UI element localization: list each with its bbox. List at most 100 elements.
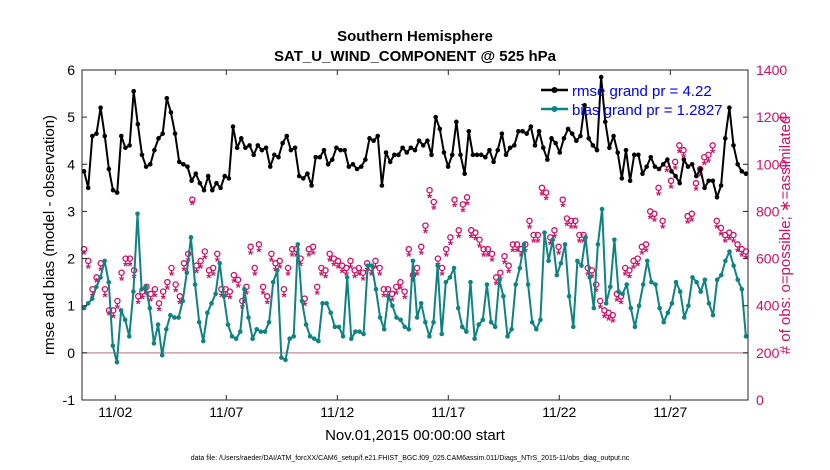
rmse-point (131, 88, 137, 94)
obs-possible-marker (497, 269, 504, 276)
obs-assimilated-marker: * (352, 270, 358, 285)
bias-point (94, 284, 99, 290)
bias-point (521, 242, 527, 247)
obs-assimilated-marker: * (627, 270, 633, 285)
bias-point (398, 317, 403, 323)
obs-assimilated-marker: * (335, 261, 341, 276)
obs-possible-marker (147, 290, 154, 298)
obs-assimilated-marker: * (331, 259, 337, 274)
obs-assimilated-marker: * (377, 268, 383, 283)
obs-possible-marker (705, 151, 712, 159)
bias-point (710, 312, 716, 318)
obs-assimilated-marker: * (477, 240, 483, 255)
bias-point (743, 334, 749, 339)
rmse-point (164, 95, 170, 101)
bias-point (242, 286, 247, 292)
bias-point (122, 317, 128, 323)
obs-possible-marker (334, 257, 342, 265)
bias-point (513, 282, 519, 287)
obs-possible-marker (463, 194, 471, 201)
obs-possible-marker (501, 252, 508, 260)
obs-assimilated-marker: * (206, 270, 212, 285)
obs-possible-marker (671, 158, 679, 166)
bias-point (225, 322, 231, 327)
bias-point (110, 343, 116, 349)
obs-assimilated-marker: * (710, 146, 716, 161)
x-tick-label: 11/12 (320, 404, 354, 420)
x-axis-ticks: 11/02 11/07 11/12 11/17 11/22 11/27 (98, 70, 688, 420)
rmse-point (85, 185, 91, 191)
obs-assimilated-marker: * (227, 292, 233, 307)
rmse-point (685, 164, 691, 169)
rmse-point (536, 128, 542, 134)
bias-point (496, 277, 502, 283)
bias-point (727, 249, 732, 254)
rmse-point (259, 147, 265, 153)
rmse-point (420, 143, 426, 148)
rmse-point (404, 150, 410, 155)
obs-assimilated-marker: * (693, 183, 699, 198)
bias-point (562, 242, 568, 247)
bias-point (694, 279, 699, 285)
rmse-point (425, 138, 430, 144)
obs-assimilated-marker: * (398, 282, 404, 297)
rmse-point (710, 178, 716, 184)
obs-possible-marker (642, 241, 650, 248)
bias-point (291, 334, 297, 339)
obs-assimilated-marker: * (177, 296, 183, 311)
obs-possible-marker (680, 146, 687, 154)
bias-point (233, 336, 239, 342)
bias-point (431, 319, 436, 325)
obs-assimilated-marker: * (660, 221, 666, 236)
bias-point (451, 265, 457, 271)
obs-possible-marker (126, 255, 134, 262)
obs-assimilated-marker: * (535, 235, 541, 250)
y2-tick-label: 400 (756, 298, 780, 314)
obs-assimilated-marker: * (718, 228, 724, 243)
obs-assimilated-marker: * (473, 233, 479, 248)
obs-possible-marker (122, 255, 129, 262)
rmse-point (396, 152, 401, 158)
rmse-point (553, 140, 558, 146)
obs-possible-marker (526, 217, 533, 225)
rmse-point (94, 131, 99, 136)
obs-assimilated-marker: * (735, 245, 741, 260)
obs-possible-marker (542, 189, 550, 196)
bias-point (221, 293, 227, 299)
obs-assimilated-marker: * (643, 245, 649, 260)
rmse-point (681, 157, 687, 162)
bias-point (250, 336, 255, 342)
rmse-point (210, 187, 215, 193)
bias-point (579, 263, 584, 268)
y-tick-label: 2 (67, 251, 75, 267)
bias-point (81, 305, 87, 311)
obs-assimilated-marker: * (360, 273, 366, 288)
rmse-point (702, 185, 707, 191)
bias-point (188, 235, 194, 240)
bias-point (246, 315, 251, 320)
rmse-point (238, 136, 244, 141)
bias-point (698, 289, 704, 294)
rmse-point (255, 143, 261, 148)
bias-point (131, 289, 136, 294)
bias-point (377, 315, 383, 320)
rmse-point (110, 187, 116, 193)
obs-assimilated-marker: * (668, 181, 674, 196)
rmse-point (569, 131, 575, 136)
obs-possible-marker (455, 227, 462, 234)
rmse-point (334, 145, 339, 151)
obs-possible-marker (393, 283, 400, 291)
bias-point (706, 301, 712, 306)
obs-assimilated-marker: * (610, 315, 616, 330)
rmse-point (408, 145, 414, 151)
bias-point (525, 282, 531, 287)
rmse-point (540, 145, 546, 151)
obs-assimilated-marker: * (494, 278, 500, 293)
obs-assimilated-marker: * (265, 296, 271, 311)
rmse-point (189, 178, 194, 184)
rmse-point (454, 119, 459, 125)
obs-assimilated-marker: * (631, 261, 637, 276)
rmse-point (387, 159, 393, 165)
rmse-point (416, 138, 422, 144)
obs-possible-marker (197, 257, 204, 265)
